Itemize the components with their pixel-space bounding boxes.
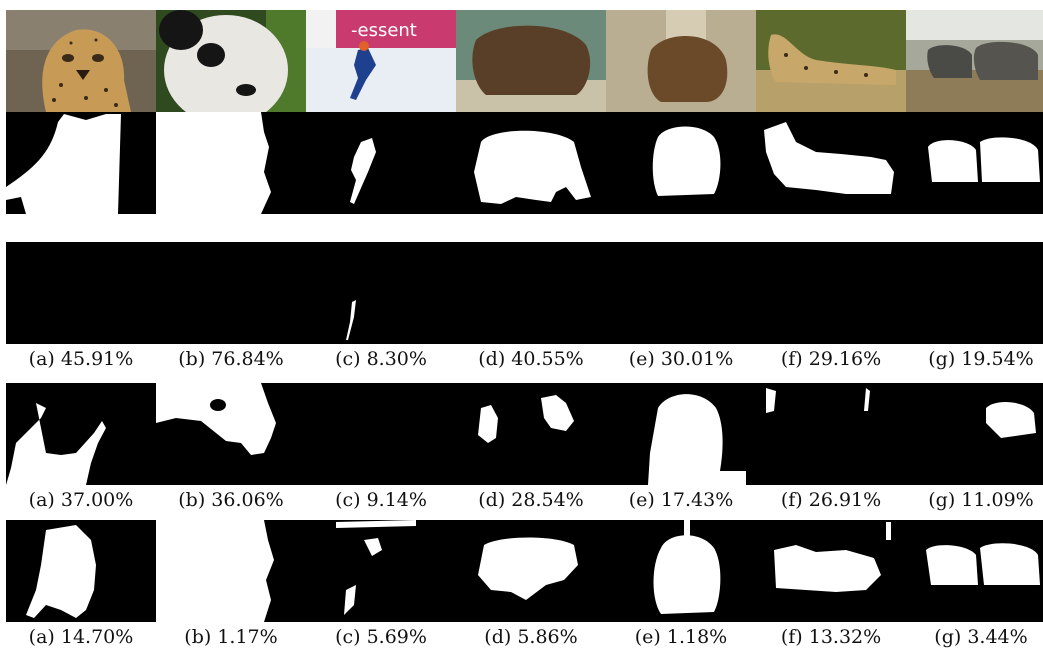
caption-e: (e) 30.01% (628, 348, 734, 370)
caption-b: (b) 76.84% (178, 348, 284, 370)
mask-e-row1 (606, 112, 756, 214)
photo-bear-tree (606, 10, 756, 112)
photo-elephants (906, 10, 1043, 112)
caption-a: (a) 37.00% (28, 489, 134, 511)
mask-a-row4 (6, 520, 156, 622)
photo-row: -essent (0, 10, 1043, 112)
mask-a-row2 (6, 242, 156, 344)
photo-bear-water (456, 10, 606, 112)
caption-g: (g) 11.09% (928, 489, 1034, 511)
caption-f: (f) 13.32% (780, 626, 882, 648)
mask-f-row2 (756, 242, 906, 344)
mask-b-row1 (156, 112, 306, 214)
mask-e-row3 (606, 383, 756, 485)
mask-a-row3 (6, 383, 156, 485)
mask-e-row2 (606, 242, 756, 344)
mask-f-row1 (756, 112, 906, 214)
photo-speed-skater: -essent (306, 10, 456, 112)
caption-d: (d) 28.54% (478, 489, 584, 511)
mask-b-row3 (156, 383, 306, 485)
caption-c: (c) 9.14% (335, 489, 427, 511)
photo-panda (156, 10, 306, 112)
mask-d-row2 (456, 242, 606, 344)
caption-e: (e) 1.18% (634, 626, 728, 648)
photo-cheetah-portrait (6, 10, 156, 112)
mask-row-1 (0, 112, 1043, 214)
caption-g: (g) 3.44% (934, 626, 1028, 648)
mask-b-row4 (156, 520, 306, 622)
mask-c-row3 (306, 383, 456, 485)
mask-f-row4 (756, 520, 906, 622)
mask-b-row2 (156, 242, 306, 344)
photo-cheetah-grass (756, 10, 906, 112)
caption-f: (f) 26.91% (780, 489, 882, 511)
mask-e-row4 (606, 520, 756, 622)
caption-d: (d) 40.55% (478, 348, 584, 370)
mask-f-row3 (756, 383, 906, 485)
caption-e: (e) 17.43% (628, 489, 734, 511)
caption-a: (a) 14.70% (28, 626, 134, 648)
caption-c: (c) 5.69% (335, 626, 427, 648)
mask-c-row4 (306, 520, 456, 622)
mask-d-row4 (456, 520, 606, 622)
mask-row-4 (0, 520, 1043, 622)
mask-d-row1 (456, 112, 606, 214)
caption-a: (a) 45.91% (28, 348, 134, 370)
caption-row-2: (a) 37.00% (b) 36.06% (c) 9.14% (d) 28.5… (0, 487, 1043, 513)
mask-a-row1 (6, 112, 156, 214)
caption-c: (c) 8.30% (335, 348, 427, 370)
caption-row-1: (a) 45.91% (b) 76.84% (c) 8.30% (d) 40.5… (0, 346, 1043, 372)
mask-row-2 (0, 242, 1043, 344)
caption-b: (b) 1.17% (184, 626, 278, 648)
mask-d-row3 (456, 383, 606, 485)
caption-g: (g) 19.54% (928, 348, 1034, 370)
svg-text:-essent: -essent (351, 20, 417, 41)
mask-g-row1 (906, 112, 1043, 214)
mask-g-row3 (906, 383, 1043, 485)
caption-d: (d) 5.86% (484, 626, 578, 648)
caption-row-3: (a) 14.70% (b) 1.17% (c) 5.69% (d) 5.86%… (0, 624, 1043, 650)
caption-b: (b) 36.06% (178, 489, 284, 511)
mask-c-row1 (306, 112, 456, 214)
mask-g-row2 (906, 242, 1043, 344)
mask-c-row2 (306, 242, 456, 344)
mask-g-row4 (906, 520, 1043, 622)
mask-row-3 (0, 383, 1043, 485)
caption-f: (f) 29.16% (780, 348, 882, 370)
